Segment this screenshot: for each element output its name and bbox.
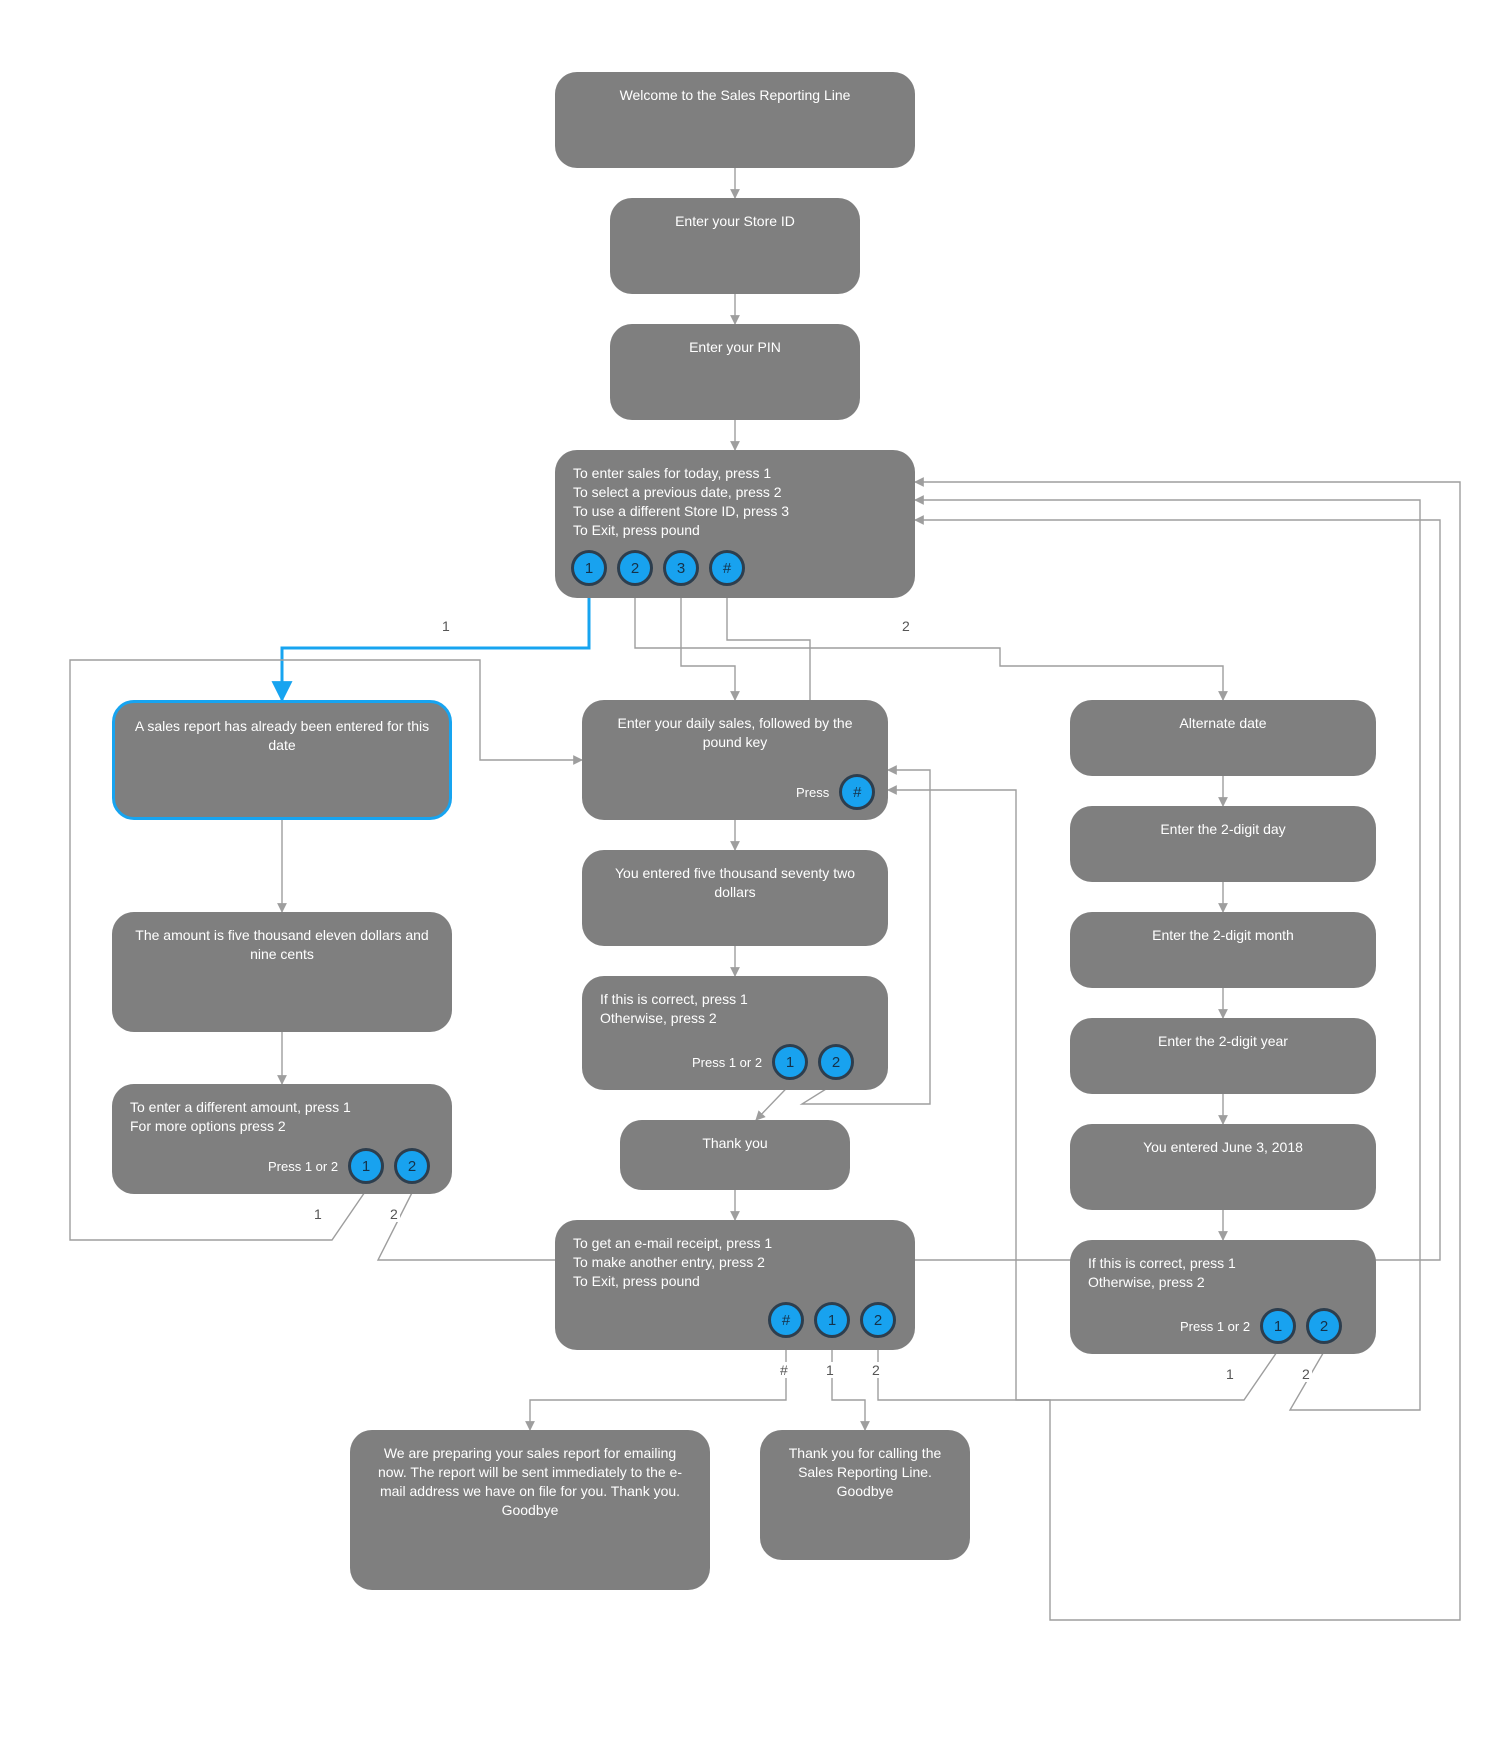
keypad-button-2[interactable]: 2 — [617, 550, 653, 586]
keypad-button-2[interactable]: 2 — [1306, 1308, 1342, 1344]
node-label: Welcome to the Sales Reporting Line — [573, 86, 897, 105]
keypad-row: Press 1 or 2 12 — [692, 1044, 854, 1080]
node-goodbye: Thank you for calling the Sales Reportin… — [760, 1430, 970, 1560]
node-day: Enter the 2-digit day — [1070, 806, 1376, 882]
node-label: Enter the 2-digit month — [1088, 926, 1358, 945]
node-label: Enter your Store ID — [628, 212, 842, 231]
keypad-row: 123 # — [571, 550, 745, 586]
node-already_entered: A sales report has already been entered … — [112, 700, 452, 820]
node-store_id: Enter your Store ID — [610, 198, 860, 294]
node-pin: Enter your PIN — [610, 324, 860, 420]
edge-label: 1 — [1224, 1366, 1236, 1382]
node-label: To enter sales for today, press 1 To sel… — [573, 464, 897, 540]
node-thank_you: Thank you — [620, 1120, 850, 1190]
edge-label: 2 — [870, 1362, 882, 1378]
keypad-hint: Press 1 or 2 — [1180, 1319, 1250, 1334]
edge — [635, 586, 1223, 700]
node-label: If this is correct, press 1 Otherwise, p… — [600, 990, 870, 1028]
node-label: Thank you for calling the Sales Reportin… — [778, 1444, 952, 1501]
node-amount_prev: The amount is five thousand eleven dolla… — [112, 912, 452, 1032]
node-year: Enter the 2-digit year — [1070, 1018, 1376, 1094]
keypad-row: Press # — [796, 774, 875, 810]
node-label: Alternate date — [1088, 714, 1358, 733]
edge-label: 1 — [440, 618, 452, 634]
node-label: If this is correct, press 1 Otherwise, p… — [1088, 1254, 1358, 1292]
keypad-row: Press 1 or 2 12 — [268, 1148, 430, 1184]
edge-label: # — [778, 1362, 790, 1378]
node-month: Enter the 2-digit month — [1070, 912, 1376, 988]
keypad-button-pound[interactable]: # — [709, 550, 745, 586]
keypad-button-2[interactable]: 2 — [818, 1044, 854, 1080]
node-label: Thank you — [638, 1134, 832, 1153]
keypad-button-1[interactable]: 1 — [348, 1148, 384, 1184]
keypad-button-1[interactable]: 1 — [1260, 1308, 1296, 1344]
node-label: To get an e-mail receipt, press 1 To mak… — [573, 1234, 897, 1291]
keypad-hint: Press — [796, 785, 829, 800]
node-email_msg: We are preparing your sales report for e… — [350, 1430, 710, 1590]
edge-label: 2 — [900, 618, 912, 634]
keypad-button-2[interactable]: 2 — [394, 1148, 430, 1184]
node-label: You entered five thousand seventy two do… — [600, 864, 870, 902]
node-label: Enter the 2-digit day — [1088, 820, 1358, 839]
node-date_entered: You entered June 3, 2018 — [1070, 1124, 1376, 1210]
edge-label: 2 — [1300, 1366, 1312, 1382]
node-label: Enter your daily sales, followed by the … — [600, 714, 870, 752]
node-label: To enter a different amount, press 1 For… — [130, 1098, 434, 1136]
keypad-button-1[interactable]: 1 — [571, 550, 607, 586]
edge — [282, 586, 589, 700]
keypad-row: #12 — [768, 1302, 896, 1338]
flowchart-canvas: Welcome to the Sales Reporting Line Enter… — [0, 0, 1500, 1744]
node-welcome: Welcome to the Sales Reporting Line — [555, 72, 915, 168]
edge-label: 2 — [388, 1206, 400, 1222]
keypad-button-pound[interactable]: # — [768, 1302, 804, 1338]
edge — [681, 586, 735, 700]
keypad-button-1[interactable]: 1 — [814, 1302, 850, 1338]
keypad-button-2[interactable]: 2 — [860, 1302, 896, 1338]
node-label: The amount is five thousand eleven dolla… — [130, 926, 434, 964]
edge — [530, 1338, 786, 1430]
keypad-button-1[interactable]: 1 — [772, 1044, 808, 1080]
node-label: A sales report has already been entered … — [133, 717, 431, 755]
keypad-hint: Press 1 or 2 — [692, 1055, 762, 1070]
node-label: We are preparing your sales report for e… — [368, 1444, 692, 1520]
node-label: You entered June 3, 2018 — [1088, 1138, 1358, 1157]
edge-label: 1 — [312, 1206, 324, 1222]
edge-label: 1 — [824, 1362, 836, 1378]
edge — [832, 1338, 865, 1430]
node-label: Enter your PIN — [628, 338, 842, 357]
keypad-button-3[interactable]: 3 — [663, 550, 699, 586]
keypad-hint: Press 1 or 2 — [268, 1159, 338, 1174]
edge — [727, 586, 810, 700]
node-alt_date: Alternate date — [1070, 700, 1376, 776]
keypad-button-pound[interactable]: # — [839, 774, 875, 810]
node-label: Enter the 2-digit year — [1088, 1032, 1358, 1051]
keypad-row: Press 1 or 2 12 — [1180, 1308, 1342, 1344]
node-you_entered: You entered five thousand seventy two do… — [582, 850, 888, 946]
